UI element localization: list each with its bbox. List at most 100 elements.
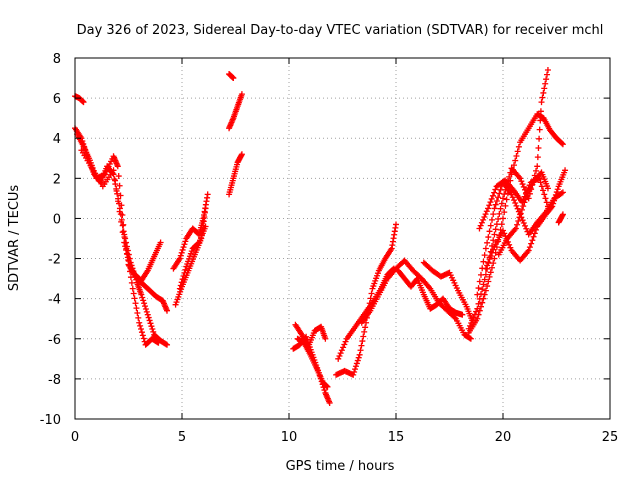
data-point-marker — [490, 246, 497, 253]
x-tick-label: 15 — [388, 430, 405, 445]
data-point-marker — [551, 197, 558, 204]
data-point-marker — [140, 297, 147, 304]
data-point-marker — [139, 332, 146, 339]
data-point-marker — [230, 75, 237, 82]
data-point-marker — [478, 219, 485, 226]
data-point-marker — [322, 335, 329, 342]
y-tick-label: 0 — [53, 212, 61, 227]
x-tick-label: 25 — [602, 430, 619, 445]
data-point-marker — [358, 342, 365, 349]
data-point-marker — [140, 335, 147, 342]
data-point-marker — [476, 278, 483, 285]
data-point-marker — [341, 341, 348, 348]
data-point-marker — [180, 244, 187, 251]
data-point-marker — [498, 200, 505, 207]
grid-lines — [75, 58, 610, 419]
data-point-marker — [536, 135, 543, 142]
data-point-marker — [486, 228, 493, 235]
data-point-marker — [537, 108, 544, 115]
data-point-marker — [543, 199, 550, 206]
data-point-marker — [559, 141, 566, 148]
data-point-marker — [164, 307, 171, 314]
data-point-marker — [526, 244, 533, 251]
data-point-marker — [177, 252, 184, 259]
data-point-marker — [495, 216, 502, 223]
data-point-marker — [500, 227, 506, 234]
data-point-marker — [114, 163, 121, 170]
data-point-marker — [488, 216, 495, 223]
data-point-marker — [515, 143, 522, 150]
data-point-marker — [492, 226, 499, 233]
data-point-marker — [540, 187, 547, 194]
data-point-marker — [119, 212, 126, 219]
data-point-marker — [488, 264, 495, 271]
data-point-marker — [360, 333, 367, 340]
data-point-marker — [551, 194, 558, 201]
data-point-marker — [482, 211, 489, 218]
data-point-marker — [537, 117, 544, 124]
data-point-marker — [482, 287, 489, 294]
data-point-marker — [337, 350, 344, 357]
data-point-marker — [520, 220, 527, 227]
data-point-marker — [511, 162, 518, 169]
data-point-marker — [122, 235, 129, 242]
data-point-marker — [481, 252, 488, 259]
data-point-marker — [141, 300, 148, 307]
x-tick-label: 10 — [281, 430, 298, 445]
data-point-marker — [529, 237, 536, 244]
data-point-marker — [493, 221, 500, 228]
data-point-marker — [537, 179, 544, 186]
data-point-marker — [143, 308, 150, 315]
data-point-marker — [489, 192, 496, 199]
data-point-marker — [469, 317, 476, 324]
data-point-marker — [519, 217, 526, 224]
series-arc-26 — [555, 211, 566, 226]
data-point-marker — [503, 196, 510, 203]
data-point-marker — [351, 369, 358, 376]
series-arc-18 — [395, 267, 466, 318]
data-point-marker — [150, 328, 157, 335]
data-point-marker — [459, 311, 466, 318]
data-point-marker — [352, 363, 359, 370]
data-point-marker — [470, 314, 477, 321]
data-point-marker — [178, 279, 185, 286]
data-point-marker — [142, 303, 149, 310]
data-point-marker — [484, 262, 491, 269]
data-point-marker — [326, 399, 333, 406]
data-point-marker — [491, 205, 498, 212]
data-point-marker — [129, 285, 136, 292]
data-point-marker — [509, 194, 516, 201]
data-point-marker — [492, 201, 499, 208]
data-point-marker — [178, 249, 185, 256]
y-tick-label: -4 — [48, 293, 61, 308]
data-point-marker — [137, 322, 144, 329]
data-point-marker — [181, 269, 188, 276]
series-arc-9 — [226, 71, 237, 82]
data-point-marker — [324, 383, 331, 390]
data-point-marker — [116, 208, 123, 215]
data-point-marker — [342, 338, 349, 345]
data-point-marker — [238, 151, 245, 158]
data-point-marker — [517, 175, 524, 182]
data-point-marker — [177, 282, 184, 289]
data-point-marker — [121, 239, 128, 246]
data-point-marker — [559, 140, 566, 147]
data-point-marker — [514, 205, 521, 212]
data-point-marker — [147, 320, 154, 327]
data-point-marker — [321, 387, 328, 394]
data-point-marker — [487, 222, 494, 229]
data-point-marker — [481, 276, 488, 283]
data-point-marker — [544, 185, 551, 192]
data-point-marker — [538, 183, 545, 190]
data-point-marker — [238, 91, 245, 98]
data-point-marker — [479, 286, 486, 293]
series-arc-1 — [72, 93, 87, 106]
data-point-marker — [530, 233, 537, 240]
data-point-marker — [519, 181, 526, 188]
data-point-marker — [354, 357, 361, 364]
data-point-marker — [492, 186, 499, 193]
data-point-marker — [511, 197, 518, 204]
data-point-marker — [118, 202, 125, 209]
data-point-marker — [393, 221, 399, 228]
